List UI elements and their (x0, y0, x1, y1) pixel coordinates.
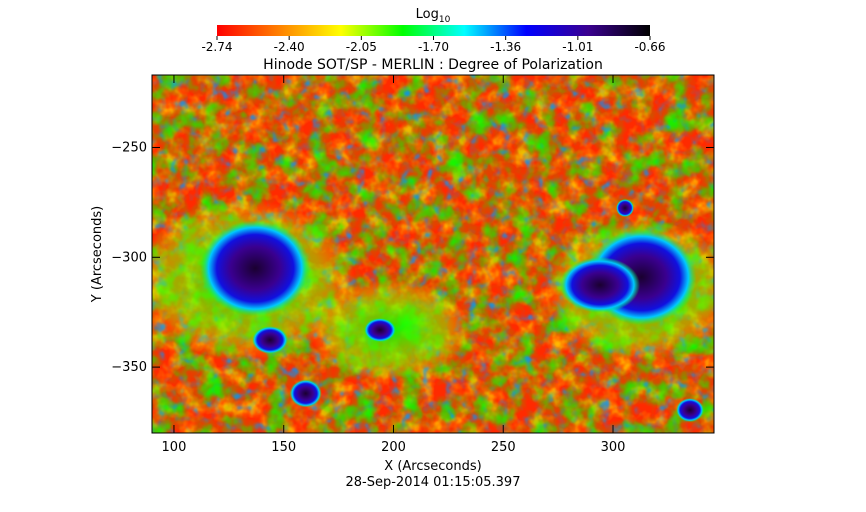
pore-small-3 (616, 199, 634, 217)
plot-frame (151, 74, 715, 434)
x-tick-label: 250 (491, 440, 516, 455)
sunspot-right-extension (560, 257, 640, 313)
colorbar-tick-label: -2.74 (201, 40, 232, 54)
x-axis-label: X (Arcseconds) (384, 459, 481, 474)
colorbar-ticks: -2.74 -2.40 -2.05 -1.70 -1.36 -1.01 -0.66 (201, 36, 666, 54)
x-tick-label: 300 (601, 440, 626, 455)
plot-image (152, 75, 714, 433)
chart-title: Hinode SOT/SP - MERLIN : Degree of Polar… (263, 57, 603, 73)
x-tick-label: 200 (381, 440, 406, 455)
pore-small-2 (364, 318, 396, 342)
colorbar-bar (217, 25, 650, 36)
y-axis: −250 −300 −350 (111, 140, 714, 375)
colorbar-tick-label: -2.40 (274, 40, 305, 54)
feature-mark-3 (289, 379, 322, 408)
x-tick-label: 100 (162, 440, 187, 455)
colorbar-tick-label: -1.70 (418, 40, 449, 54)
x-tick-label: 150 (271, 440, 296, 455)
colorbar-tick-label: -0.66 (634, 40, 665, 54)
colorbar-title: Log10 (416, 7, 451, 25)
x-axis: 100 150 200 250 300 (162, 75, 626, 455)
date-label: 28-Sep-2014 01:15:05.397 (346, 475, 521, 490)
y-tick-label: −350 (111, 360, 147, 375)
colorbar-tick-label: -2.05 (346, 40, 377, 54)
y-tick-label: −250 (111, 140, 147, 155)
colorbar-tick-label: -1.01 (562, 40, 593, 54)
pore-small-4 (676, 398, 704, 422)
feature-mark-1 (200, 220, 311, 317)
y-tick-label: −300 (111, 250, 147, 265)
y-axis-label: Y (Arcseconds) (90, 206, 105, 303)
colorbar: Log10 -2.74 -2.40 -2.05 -1.70 -1.36 -1.01 -0.6… (201, 7, 665, 54)
pore-small-1 (252, 326, 288, 354)
colorbar-tick-label: -1.36 (490, 40, 521, 54)
